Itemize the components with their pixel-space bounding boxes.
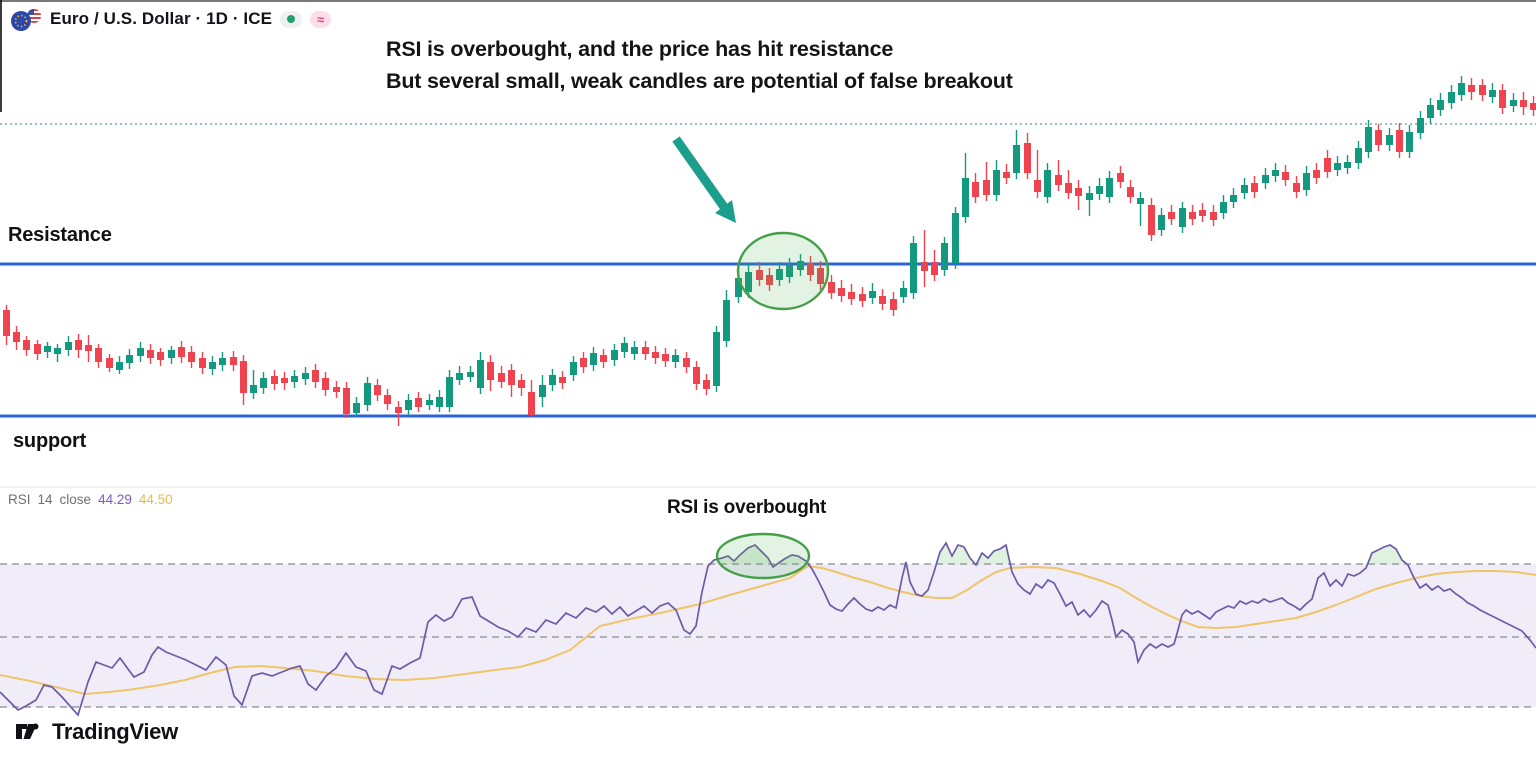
resistance-label[interactable]: Resistance — [8, 224, 112, 246]
rsi-source: close — [59, 492, 92, 507]
symbol-title[interactable]: Euro / U.S. Dollar · 1D · ICE — [50, 9, 273, 28]
rsi-band-fill — [0, 564, 1536, 707]
window-top-border — [0, 0, 1536, 2]
window-left-border — [0, 0, 2, 112]
rsi-ma-value: 44.50 — [138, 492, 173, 507]
eurusd-flag-icon — [8, 6, 42, 32]
tradingview-logo-text: TradingView — [52, 718, 178, 744]
tradingview-logo-icon — [16, 723, 39, 739]
arrow-shaft — [672, 136, 728, 210]
chart-note-line1: RSI is overbought, and the price has hit… — [386, 37, 894, 61]
chart-note-line2: But several small, weak candles are pote… — [386, 69, 1013, 93]
rsi-indicator-name: RSI — [8, 492, 31, 507]
rsi-highlight-ellipse — [715, 532, 811, 580]
rsi-value: 44.29 — [98, 492, 132, 507]
arrow-head-icon — [715, 200, 736, 223]
tradingview-logo[interactable]: TradingView — [15, 718, 178, 745]
chart-note[interactable]: RSI is overbought, and the price has hit… — [386, 33, 1013, 97]
rsi-length: 14 — [37, 492, 53, 507]
market-status-badge[interactable] — [280, 10, 303, 28]
delayed-data-badge[interactable]: ≈ — [310, 10, 332, 28]
price-highlight-ellipse — [736, 231, 830, 311]
candles — [3, 76, 1536, 426]
rsi-indicator-legend[interactable]: RSI 14 close 44.29 44.50 — [8, 492, 173, 507]
symbol-header[interactable]: Euro / U.S. Dollar · 1D · ICE ≈ — [8, 6, 332, 32]
rsi-line — [0, 541, 1536, 717]
support-label[interactable]: support — [13, 430, 87, 452]
rsi-ma-line — [0, 564, 1536, 696]
rsi-overbought-note[interactable]: RSI is overbought — [667, 497, 827, 518]
market-open-dot-icon — [287, 15, 296, 23]
